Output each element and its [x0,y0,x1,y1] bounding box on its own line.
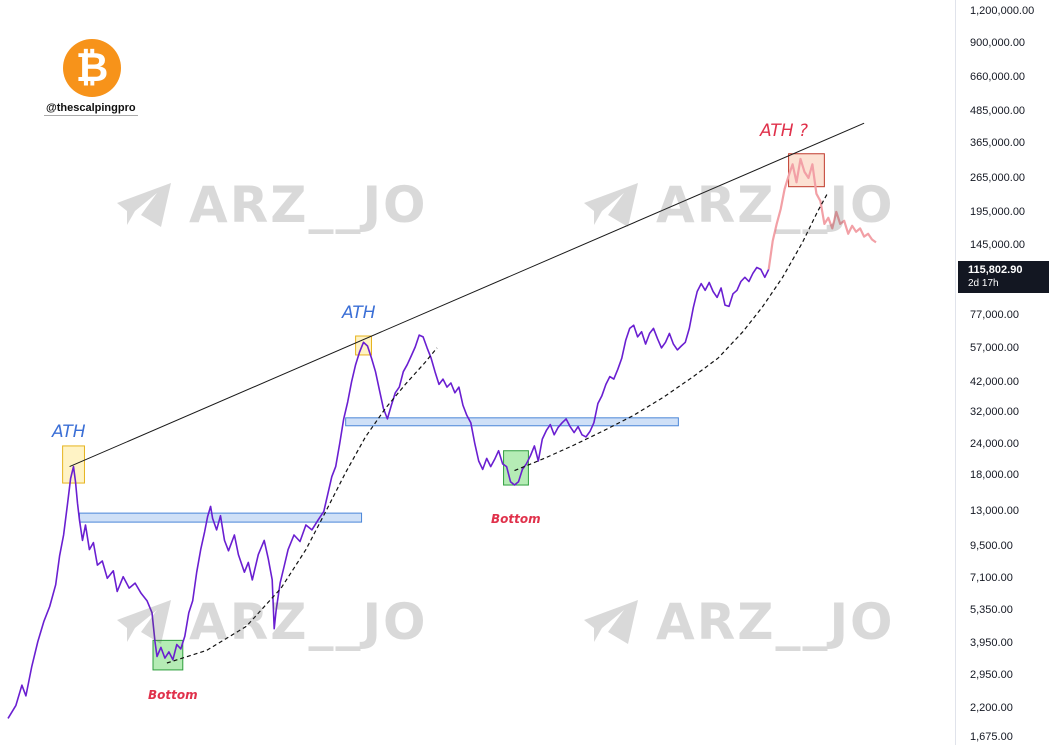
y-tick-label: 9,500.00 [970,540,1013,553]
ath-label: ATH [342,303,376,323]
watermark-text: ARZ__JO [189,593,428,651]
y-tick-label: 3,950.00 [970,637,1013,650]
y-tick-label: 13,000.00 [970,505,1019,518]
bitcoin-logo-icon: ₿ [63,39,121,97]
telegram-icon [117,600,171,644]
price-series [7,266,770,719]
watermark-text: ARZ__JO [189,176,428,234]
y-tick-label: 18,000.00 [970,469,1019,482]
watermark: ARZ__JO [582,176,895,234]
bottom-label: Bottom [491,512,541,526]
dashed-support-curve [514,193,828,472]
price-axis[interactable]: 1,200,000.00 900,000.00 660,000.00 485,000.… [955,0,1049,745]
y-tick-label: 5,350.00 [970,603,1013,616]
ath-label: ATH [52,422,86,442]
watermark-text: ARZ__JO [656,176,895,234]
dashed-support-curve [166,347,438,664]
y-tick-label: 32,000.00 [970,405,1019,418]
y-tick-label: 485,000.00 [970,105,1026,118]
author-handle: @thescalpingpro [44,101,138,116]
telegram-icon [584,600,638,644]
y-tick-label: 900,000.00 [970,36,1026,49]
watermark-text: ARZ__JO [656,593,895,651]
watermark: ARZ__JO [115,176,428,234]
y-tick-label: 195,000.00 [970,205,1026,218]
y-tick-label: 1,200,000.00 [970,5,1035,17]
watermark: ARZ__JO [115,593,428,651]
telegram-icon [584,183,638,227]
y-tick-label: 77,000.00 [970,308,1019,321]
price-chart[interactable] [0,0,955,745]
telegram-icon [117,183,171,227]
y-tick-label: 660,000.00 [970,71,1026,84]
watermark: ARZ__JO [582,593,895,651]
y-tick-label: 2,200.00 [970,701,1013,714]
bottom-label: Bottom [148,688,198,702]
y-tick-label: 145,000.00 [970,238,1026,251]
bar-countdown: 2d 17h [968,278,999,289]
y-tick-label: 2,950.00 [970,669,1013,682]
y-tick-label: 1,675.00 [970,731,1013,743]
level-band [345,417,679,427]
y-tick-label: 7,100.00 [970,572,1013,585]
ath-question-label: ATH ? [760,121,808,141]
y-tick-label: 42,000.00 [970,375,1019,388]
chart-area[interactable]: ₿ @thescalpingpro ARZ__JO ARZ__JO ARZ__J… [0,0,955,745]
projection-series [767,157,877,270]
current-price-tag: 115,802.90 2d 17h [958,261,1049,293]
y-tick-label: 24,000.00 [970,437,1019,450]
current-price: 115,802.90 [968,264,1023,276]
y-tick-label: 265,000.00 [970,172,1026,185]
y-tick-label: 57,000.00 [970,341,1019,354]
y-tick-label: 365,000.00 [970,136,1026,149]
trendline [69,122,865,468]
